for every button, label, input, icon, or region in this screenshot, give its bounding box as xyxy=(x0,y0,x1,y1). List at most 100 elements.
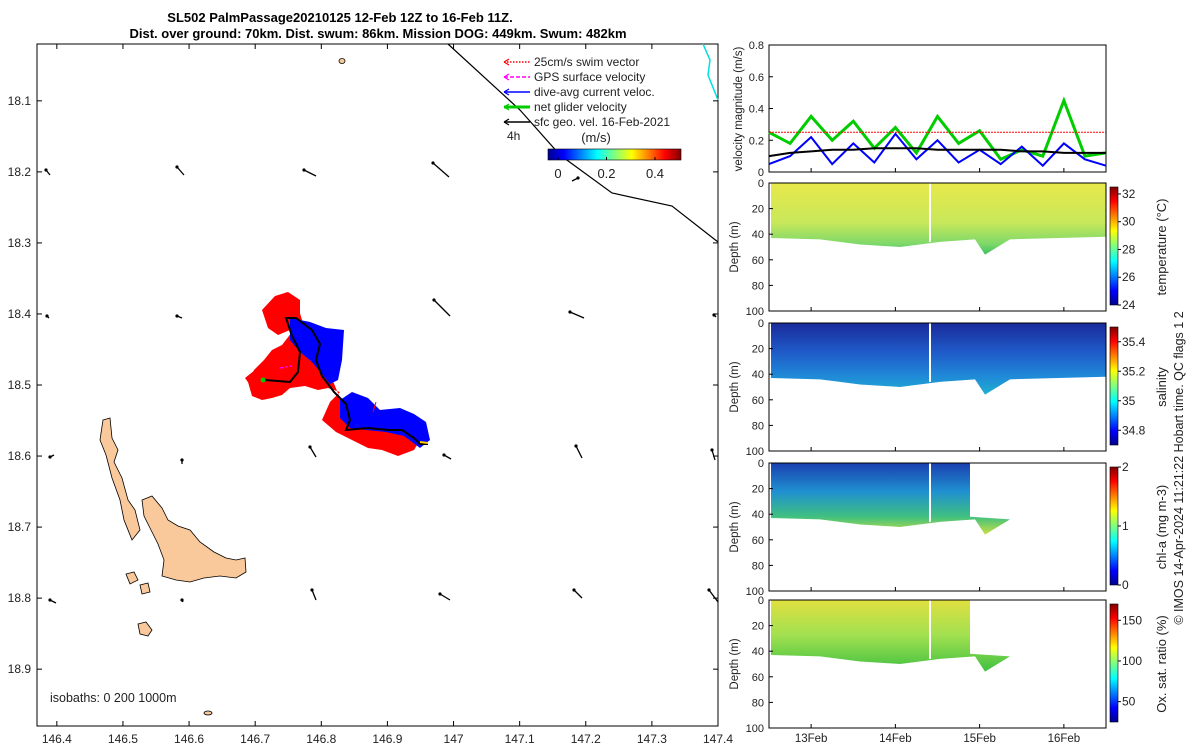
section-colorbar-tick-label: 35.2 xyxy=(1122,364,1146,378)
section-colorbar-tick-label: 50 xyxy=(1122,695,1136,709)
geo-arrow-head xyxy=(310,588,314,592)
section-colorbar-tick-label: 34.8 xyxy=(1122,423,1146,437)
geo-arrow-head xyxy=(576,176,580,180)
map-panel: 146.4 146.5 146.6 146.7 146.8 146.9 147 147.1 14… xyxy=(8,43,733,746)
section-panel-oxygen: 0 20 40 60 80 100 Depth (m) 50 100 150 Ox. sat. ra… xyxy=(729,595,1169,735)
map-x-tick-label: 147.3 xyxy=(637,732,667,746)
geo-arrow-head xyxy=(574,444,578,448)
velocity-series xyxy=(768,96,1107,168)
section-axes-frame xyxy=(768,599,1107,729)
section-colorbar-tick-label: 32 xyxy=(1122,187,1136,201)
colorbar-tick-label: 0 xyxy=(554,166,561,181)
geo-arrow xyxy=(711,449,716,461)
velocity-y-tick-label: 0.6 xyxy=(749,72,764,84)
coastline-line xyxy=(447,43,719,243)
depth-tick-label: 0 xyxy=(758,458,764,470)
geo-arrow-head xyxy=(438,592,442,596)
section-colorbar-tick-label: 2 xyxy=(1122,460,1129,474)
geo-arrow-head xyxy=(175,165,179,169)
geo-arrow-head xyxy=(45,314,49,318)
velocity-y-ticks: 0 0.2 0.4 0.6 0.8 xyxy=(749,40,773,179)
legend-arrowhead xyxy=(503,58,510,66)
depth-tick-label: 100 xyxy=(746,446,764,458)
map-x-tick-label: 146.5 xyxy=(108,732,138,746)
map-x-tick-label: 146.7 xyxy=(240,732,270,746)
map-x-tick-label: 146.4 xyxy=(42,732,72,746)
geo-arrow-head xyxy=(568,310,572,314)
depth-tick-label: 20 xyxy=(752,204,764,216)
speed-colorbar-ticks: 0 0.2 0.4 xyxy=(554,157,664,181)
speed-colorbar xyxy=(547,148,682,161)
section-colorbar-temperature xyxy=(1109,186,1119,306)
geo-arrow xyxy=(575,445,583,459)
geo-arrow-head xyxy=(431,161,435,165)
map-y-tick-label: 18.7 xyxy=(8,520,32,534)
map-x-tick-label: 147.2 xyxy=(571,732,601,746)
depth-tick-label: 20 xyxy=(752,621,764,633)
geo-arrow xyxy=(432,162,450,178)
depth-tick-label: 20 xyxy=(752,344,764,356)
velocity-y-tick-label: 0.4 xyxy=(749,104,764,116)
depth-tick-label: 40 xyxy=(752,229,764,241)
map-x-tick-label: 147.4 xyxy=(703,732,733,746)
section-colorbar-oxygen xyxy=(1109,603,1119,723)
isobath-label: isobaths: 0 200 1000m xyxy=(50,691,176,705)
section-colorbar-label: temperature (°C) xyxy=(1154,199,1169,296)
section-data-temperature xyxy=(771,183,1106,255)
geo-arrow xyxy=(439,593,451,601)
section-panel-chla: 0 20 40 60 80 100 Depth (m) 0 1 2 chl-a (mg m-3) xyxy=(729,458,1169,598)
map-x-tick-label: 146.6 xyxy=(174,732,204,746)
velocity-panel: 0 0.2 0.4 0.6 0.8 velocity magnitude (m/s) xyxy=(733,40,1107,179)
map-y-tick-label: 18.6 xyxy=(8,449,32,463)
section-axes-frame xyxy=(768,322,1107,452)
geo-arrow xyxy=(309,446,317,458)
geo-arrow xyxy=(433,299,451,317)
depth-axis-label: Depth (m) xyxy=(729,501,741,552)
section-colorbar-label: salinity xyxy=(1154,367,1169,407)
velocity-ylabel: velocity magnitude (m/s) xyxy=(733,47,745,172)
legend-arrowhead xyxy=(503,103,510,111)
island-main xyxy=(99,417,141,541)
island-small-3 xyxy=(137,621,153,637)
map-x-tick-label: 146.9 xyxy=(372,732,402,746)
geo-arrow-head xyxy=(175,314,179,318)
geo-arrow xyxy=(573,589,583,599)
depth-tick-label: 100 xyxy=(746,723,764,735)
depth-tick-label: 60 xyxy=(752,672,764,684)
geo-arrow xyxy=(311,589,317,601)
depth-tick-label: 100 xyxy=(746,586,764,598)
glider-track xyxy=(264,317,428,445)
section-colorbar-tick-label: 30 xyxy=(1122,215,1136,229)
island-small-1 xyxy=(125,571,139,585)
section-colorbar-tick-label: 150 xyxy=(1122,613,1142,627)
section-colorbar-tick-label: 100 xyxy=(1122,654,1142,668)
legend-label: dive-avg current veloc. xyxy=(534,85,655,99)
depth-tick-label: 60 xyxy=(752,535,764,547)
depth-tick-label: 100 xyxy=(746,306,764,318)
swim-arrow-mark xyxy=(372,401,377,413)
geo-arrow xyxy=(303,169,317,177)
velocity-y-tick-label: 0 xyxy=(758,167,764,179)
section-axes-frame xyxy=(768,462,1107,592)
legend-arrowhead xyxy=(503,118,510,126)
legend-label: GPS surface velocity xyxy=(534,70,645,84)
section-data-chla xyxy=(771,463,1010,535)
legend-label: net glider velocity xyxy=(534,100,627,114)
geo-arrow-head xyxy=(710,448,714,452)
section-colorbar-tick-label: 35 xyxy=(1122,394,1136,408)
time-tick-label: 13Feb xyxy=(795,733,828,745)
section-colorbar-tick-label: 28 xyxy=(1122,242,1136,256)
section-colorbar-salinity xyxy=(1109,326,1119,446)
geo-arrow-head xyxy=(180,598,184,602)
section-colorbar-label: Ox. sat. ratio (%) xyxy=(1154,615,1169,713)
map-y-tick-label: 18.9 xyxy=(8,662,32,676)
map-x-ticks: 146.4 146.5 146.6 146.7 146.8 146.9 147 147.1 14… xyxy=(42,44,733,746)
section-colorbar-tick-label: 1 xyxy=(1122,519,1129,533)
gps-velocity-mark xyxy=(279,365,293,369)
geo-arrow-head xyxy=(180,458,184,462)
geo-arrow-head xyxy=(308,445,312,449)
map-x-tick-label: 147.1 xyxy=(505,732,535,746)
geo-arrow-head xyxy=(442,453,446,457)
